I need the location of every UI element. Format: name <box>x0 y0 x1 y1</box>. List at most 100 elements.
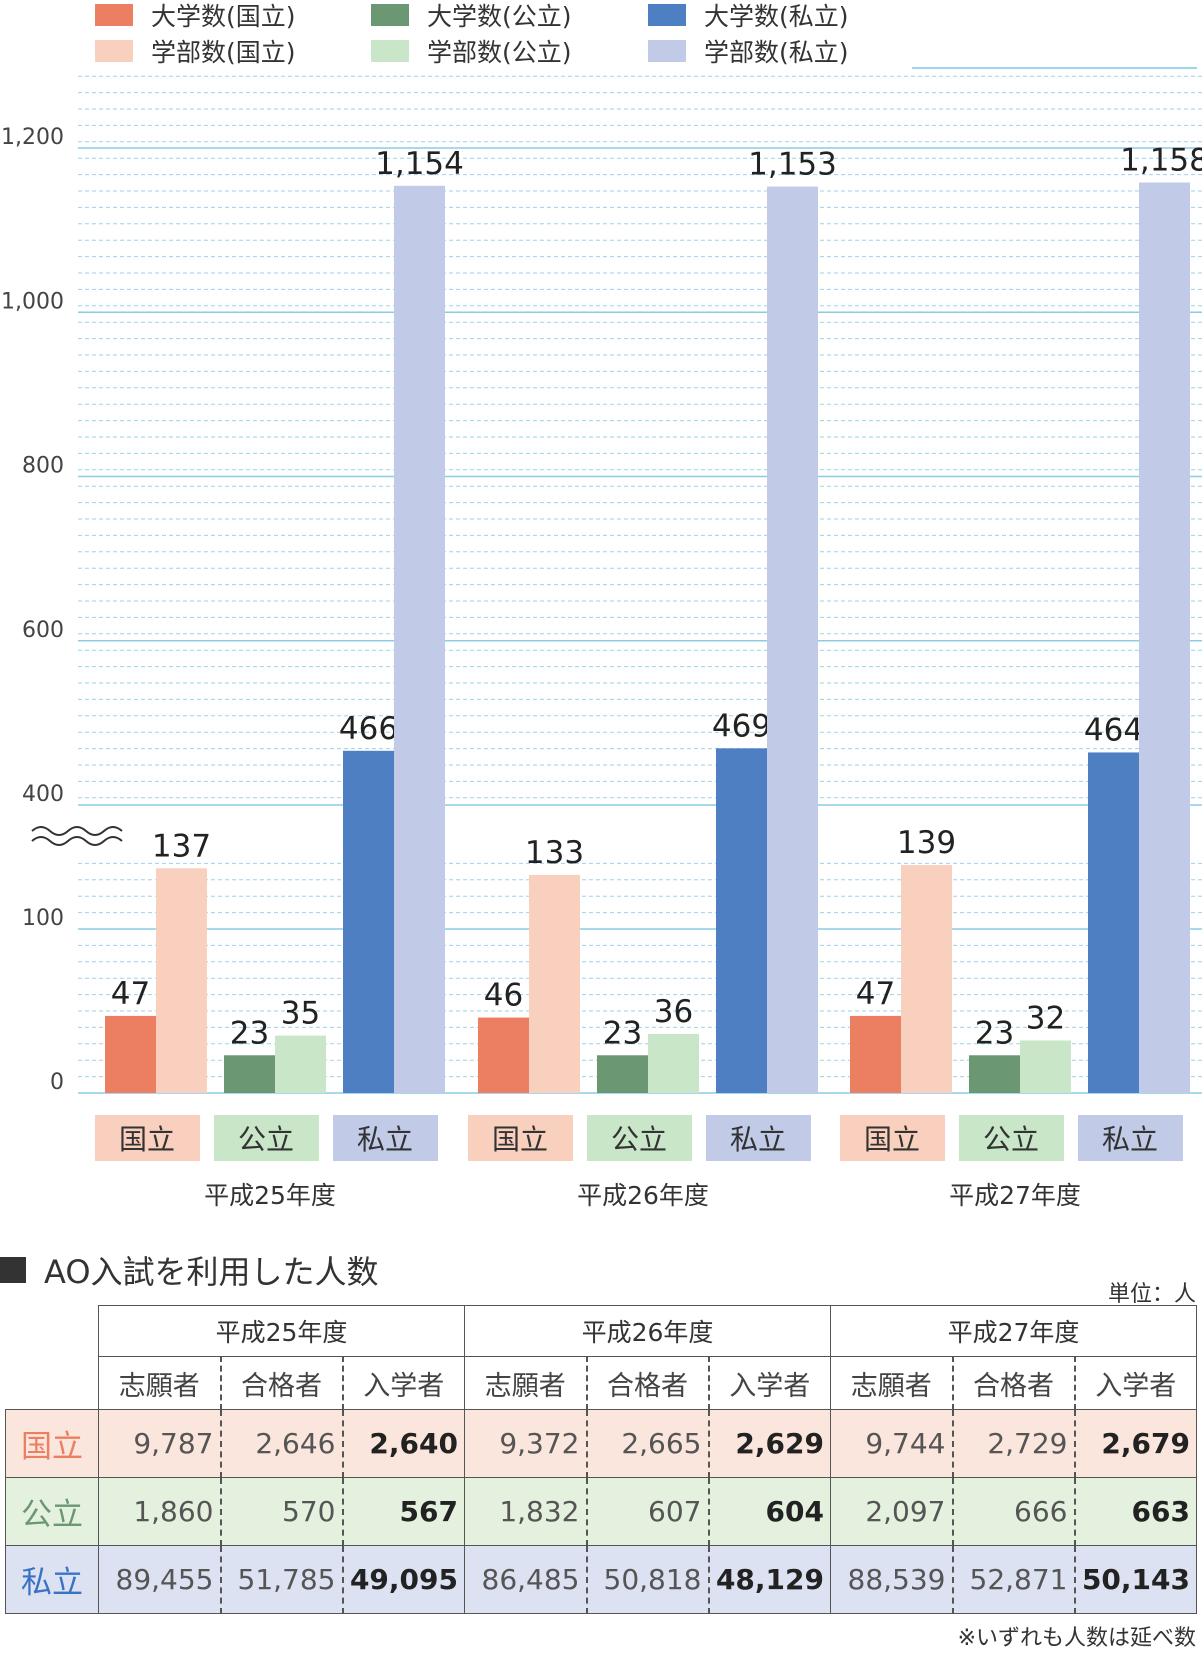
table-cell: 9,787 <box>98 1409 222 1478</box>
y-tick-label: 100 <box>22 906 64 931</box>
bar-chart: 0 100 400 600 800 1,000 1,200 47 137 23 35 466 1,154… <box>1 75 1202 1210</box>
legend-swatch <box>371 40 409 62</box>
bar <box>716 748 767 1093</box>
bar-value-label: 1,154 <box>375 146 464 182</box>
table-unit: 単位：人 <box>1107 1282 1196 1307</box>
row-header-private: 私立 <box>5 1545 99 1614</box>
table-corner <box>5 1356 99 1410</box>
bar-value-label: 35 <box>281 996 320 1032</box>
y-tick-label: 600 <box>22 618 64 643</box>
table-year-row: 平成25年度 平成26年度 平成27年度 <box>6 1305 1197 1357</box>
group-label-box <box>706 1115 811 1161</box>
legend-label: 学部数(私立) <box>704 38 849 67</box>
legend-swatch <box>95 4 133 26</box>
legend-label: 大学数(公立) <box>427 2 572 31</box>
square-bullet-icon <box>0 1257 26 1283</box>
bar <box>156 868 207 1093</box>
group-label: 私立 <box>357 1123 413 1156</box>
legend-item-univ-private: 大学数(私立) <box>648 0 849 31</box>
bar <box>767 186 818 1093</box>
legend-item-univ-national: 大学数(国立) <box>95 0 296 31</box>
legend-swatch <box>371 4 409 26</box>
table-note: ※いずれも人数は延べ数 <box>957 1626 1196 1651</box>
bar <box>105 1015 156 1093</box>
y-tick-label: 1,200 <box>1 125 64 150</box>
bar-value-label: 32 <box>1026 1001 1065 1037</box>
group-label: 国立 <box>492 1123 548 1156</box>
bar <box>597 1055 648 1093</box>
bar <box>648 1033 699 1093</box>
bar <box>275 1035 326 1093</box>
bar <box>1088 752 1139 1093</box>
legend-swatch <box>648 40 686 62</box>
table-title: AO入試を利用した人数 <box>0 1250 379 1291</box>
legend-label: 大学数(私立) <box>704 2 849 31</box>
bar-value-label: 23 <box>230 1015 269 1051</box>
table-year-header: 平成26年度 <box>464 1305 831 1357</box>
ao-admissions-table: 平成25年度 平成26年度 平成27年度 志願者 合格者 入学者 志願者 合格者… <box>5 1305 1197 1614</box>
bar-value-label: 23 <box>975 1015 1014 1051</box>
row-header-public: 公立 <box>5 1477 99 1546</box>
table-row-public: 公立 1,860 570 567 1,832 607 604 2,097 666… <box>5 1477 1197 1546</box>
y-tick-label: 0 <box>50 1070 64 1095</box>
group-label-box <box>95 1115 200 1161</box>
table-cell: 49,095 <box>342 1545 465 1614</box>
column-header-applicants: 志願者 <box>98 1356 222 1410</box>
table-cell: 2,097 <box>830 1477 954 1546</box>
bar-value-label: 1,153 <box>748 147 837 183</box>
bar-value-label: 46 <box>484 978 523 1014</box>
bar <box>901 865 952 1093</box>
bar <box>224 1055 275 1093</box>
group-label: 私立 <box>730 1123 786 1156</box>
axis-break-icon <box>31 836 123 846</box>
table-cell: 50,818 <box>586 1545 710 1614</box>
bar <box>1020 1040 1071 1093</box>
group-label: 私立 <box>1102 1123 1158 1156</box>
table-cell: 86,485 <box>464 1545 588 1614</box>
legend-item-fac-national: 学部数(国立) <box>95 36 296 67</box>
table-cell: 9,372 <box>464 1409 588 1478</box>
x-category-label: 平成26年度 <box>577 1181 709 1210</box>
x-category-label: 平成25年度 <box>204 1181 336 1210</box>
table-cell: 2,679 <box>1074 1409 1197 1478</box>
legend-item-fac-public: 学部数(公立) <box>371 36 572 67</box>
chart-legend: 大学数(国立) 大学数(公立) 大学数(私立) 学部数(国立) 学部数(公立) … <box>0 0 1202 80</box>
x-category-label: 平成27年度 <box>949 1181 1081 1210</box>
table-cell: 1,860 <box>98 1477 222 1546</box>
table-cell: 2,729 <box>952 1409 1076 1478</box>
table-subheader-row: 志願者 合格者 入学者 志願者 合格者 入学者 志願者 合格者 入学者 <box>5 1356 1197 1410</box>
table-corner <box>6 1306 99 1357</box>
bar-value-label: 1,158 <box>1120 142 1202 178</box>
bar <box>343 750 394 1093</box>
bar-value-label: 47 <box>111 976 150 1012</box>
legend-label: 学部数(国立) <box>151 38 296 67</box>
table-cell: 88,539 <box>830 1545 954 1614</box>
bar-value-label: 23 <box>603 1015 642 1051</box>
table-cell: 567 <box>342 1477 465 1546</box>
table-cell: 663 <box>1074 1477 1197 1546</box>
table-cell: 48,129 <box>708 1545 831 1614</box>
group-label-box <box>959 1115 1064 1161</box>
table-cell: 1,832 <box>464 1477 588 1546</box>
group-label: 公立 <box>983 1123 1039 1156</box>
row-header-national: 国立 <box>5 1409 99 1478</box>
table-cell: 2,640 <box>342 1409 465 1478</box>
group-label: 公立 <box>611 1123 667 1156</box>
bar <box>850 1015 901 1093</box>
group-label-box <box>468 1115 573 1161</box>
bar-value-label: 47 <box>856 976 895 1012</box>
bar <box>394 185 445 1094</box>
group-label: 公立 <box>238 1123 294 1156</box>
column-header-applicants: 志願者 <box>464 1356 588 1410</box>
column-header-passed: 合格者 <box>586 1356 710 1410</box>
legend-item-univ-public: 大学数(公立) <box>371 0 572 31</box>
bar <box>529 874 580 1093</box>
bar-value-label: 469 <box>712 708 771 744</box>
column-header-enrolled: 入学者 <box>1074 1356 1197 1410</box>
column-header-enrolled: 入学者 <box>708 1356 831 1410</box>
group-label-box <box>587 1115 692 1161</box>
table-cell: 9,744 <box>830 1409 954 1478</box>
table-cell: 570 <box>220 1477 344 1546</box>
legend-label: 学部数(公立) <box>427 38 572 67</box>
bar-value-label: 466 <box>339 711 398 747</box>
